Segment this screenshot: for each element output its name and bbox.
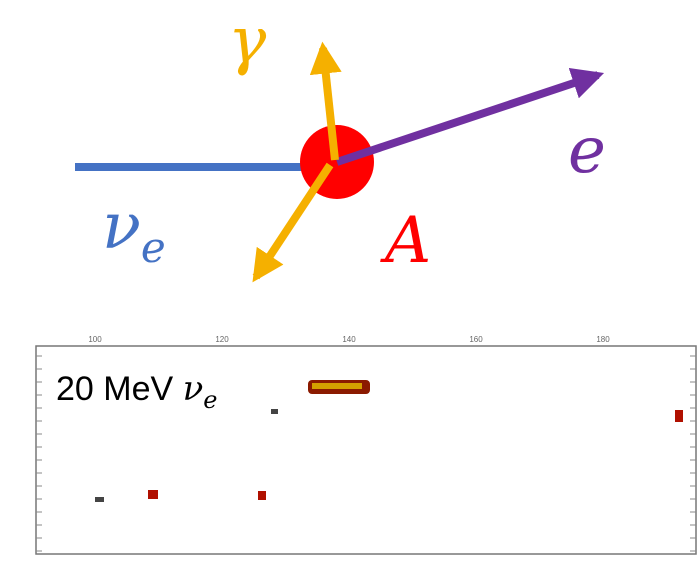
gamma-label: γ <box>228 4 267 78</box>
neutrino-label: νe <box>102 190 166 272</box>
electron-arrow <box>337 75 598 162</box>
hit <box>95 497 104 502</box>
page: γ e νe A 100120140160180 20 MeV νe (() =… <box>0 0 697 561</box>
hit <box>271 409 278 414</box>
neutrino-subscript: e <box>141 223 166 272</box>
hit <box>148 490 158 499</box>
event-label-sub: e <box>203 386 217 414</box>
tick-label: 160 <box>469 335 483 344</box>
tick-label: 140 <box>342 335 356 344</box>
interaction-diagram: γ e νe A <box>75 4 606 278</box>
hit <box>258 491 266 500</box>
event-label-nu: ν <box>183 369 204 409</box>
electron-label: e <box>568 114 606 188</box>
hit-cluster <box>312 383 362 389</box>
nucleus-label: A <box>380 204 431 278</box>
event-label-text: 20 MeV <box>56 370 183 408</box>
tick-label: 180 <box>596 335 610 344</box>
neutrino-symbol: ν <box>102 190 141 264</box>
tick-label: 120 <box>215 335 229 344</box>
hit <box>675 410 683 422</box>
figure: γ e νe A 100120140160180 20 MeV νe <box>0 0 697 561</box>
gamma-arrow <box>256 165 330 277</box>
event-display: 100 120 140 160 180 20 MeV νe <box>36 335 696 554</box>
tick-label: 100 <box>88 335 102 344</box>
event-label: 20 MeV νe <box>56 369 218 414</box>
